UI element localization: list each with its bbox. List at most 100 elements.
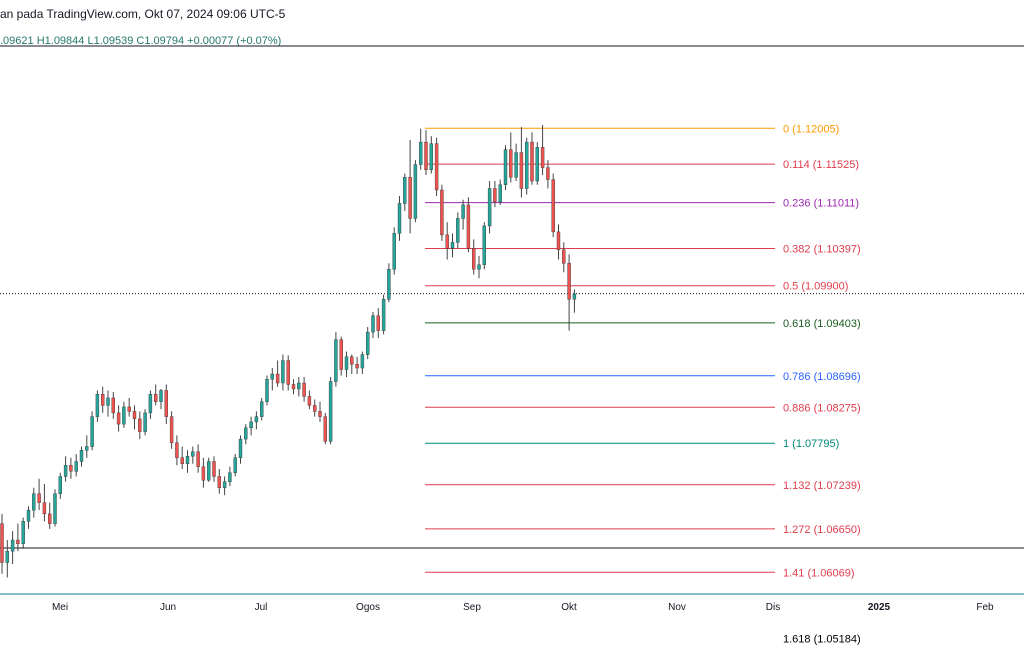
candle [376, 308, 380, 339]
candle [556, 224, 561, 260]
candle [37, 478, 41, 511]
candle [450, 233, 455, 258]
candle-body [381, 299, 386, 331]
candle-body [201, 466, 206, 481]
candle-body [254, 416, 259, 423]
candle [397, 195, 402, 241]
candle [238, 435, 243, 464]
fib-level-label: 0.618 (1.09403) [783, 318, 861, 330]
candle [206, 457, 211, 482]
fib-level-label: 1 (1.07795) [783, 438, 839, 450]
candle-body [228, 472, 232, 482]
candle-body [116, 412, 121, 425]
candle-body [413, 164, 418, 219]
candle-body [233, 457, 237, 473]
candle [535, 142, 539, 185]
time-axis-tick-label: Sep [463, 602, 481, 613]
candle-body [111, 397, 116, 414]
candle [132, 405, 137, 430]
fib-level-label: 0.114 (1.11525) [783, 159, 859, 171]
time-axis-tick-label: Jul [255, 602, 268, 613]
candle [339, 336, 343, 376]
candle [42, 483, 47, 522]
candle-body [408, 177, 412, 219]
candle-body [291, 384, 296, 390]
candle-body [509, 149, 513, 178]
candle [334, 332, 338, 387]
candle [85, 435, 89, 458]
candle-body [477, 264, 481, 270]
candle [180, 446, 184, 469]
candle [74, 454, 78, 477]
time-axis: Mei Jun Jul Ogos Sep Okt Nov Dis 2025 Feb [52, 602, 994, 613]
candle-body [450, 242, 455, 249]
chart-title: an pada TradingView.com, Okt 07, 2024 09… [0, 7, 286, 21]
fib-level-label: 1.618 (1.05184) [783, 633, 861, 645]
candle [16, 523, 20, 552]
candle [169, 411, 174, 449]
candle [63, 456, 68, 482]
candle [413, 160, 418, 223]
candle-body [148, 393, 153, 414]
candle-body [493, 188, 497, 203]
candle [286, 355, 290, 391]
candle-body [387, 269, 391, 300]
candle [371, 311, 375, 339]
candle-body [360, 354, 365, 369]
time-axis-tick-label: Feb [976, 602, 994, 613]
candle [419, 128, 423, 170]
candle-body [556, 231, 561, 251]
candle-body [16, 539, 20, 544]
candle [58, 472, 62, 499]
candle [381, 294, 386, 335]
candle-body [498, 184, 502, 203]
candle-body [21, 521, 25, 544]
fib-level-label: 1.272 (1.06650) [783, 524, 861, 536]
candle-body [5, 551, 10, 563]
fibonacci-retracement[interactable]: 0 (1.12005) 0.114 (1.11525) 0.236 (1.11011… [425, 123, 861, 645]
candle-body [461, 204, 465, 219]
candle-body [69, 465, 73, 472]
candle-body [487, 188, 492, 227]
candle-body [572, 293, 577, 300]
candle [366, 326, 370, 360]
candle [0, 513, 4, 574]
candle-body [196, 451, 200, 467]
fib-level-label: 0.236 (1.11011) [783, 198, 859, 210]
candle-body [307, 396, 312, 406]
candle-body [445, 234, 449, 249]
fib-level-label: 1.132 (1.07239) [783, 480, 861, 492]
candle-body [281, 360, 285, 384]
candle-body [344, 356, 349, 370]
candle [143, 409, 147, 436]
time-axis-tick-label: Dis [766, 602, 780, 613]
candle-body [355, 364, 359, 369]
candle [466, 197, 471, 253]
candle [100, 386, 105, 413]
candle [122, 401, 126, 428]
candle [228, 466, 232, 487]
ohlc-readout: .09621 H1.09844 L1.09539 C1.09794 +0.000… [0, 35, 282, 47]
candle [328, 376, 333, 445]
candle-body [265, 379, 269, 402]
candle-body [313, 405, 317, 412]
candle-body [419, 141, 423, 165]
candle-body [440, 189, 444, 236]
candle-body [503, 149, 508, 185]
candle [344, 351, 349, 377]
candle [387, 263, 391, 303]
candle-body [429, 143, 433, 170]
candle [233, 454, 237, 477]
candle-body [217, 476, 222, 488]
candle-body [397, 203, 402, 234]
time-axis-tick-label: Nov [668, 602, 686, 613]
candle [297, 376, 301, 397]
candle [212, 456, 216, 482]
candle-body [26, 509, 31, 522]
candle [254, 411, 259, 430]
candle-body [138, 418, 142, 432]
fib-level-label: 0.382 (1.10397) [783, 244, 861, 256]
candle-body [206, 461, 211, 481]
candle-body [106, 397, 110, 406]
